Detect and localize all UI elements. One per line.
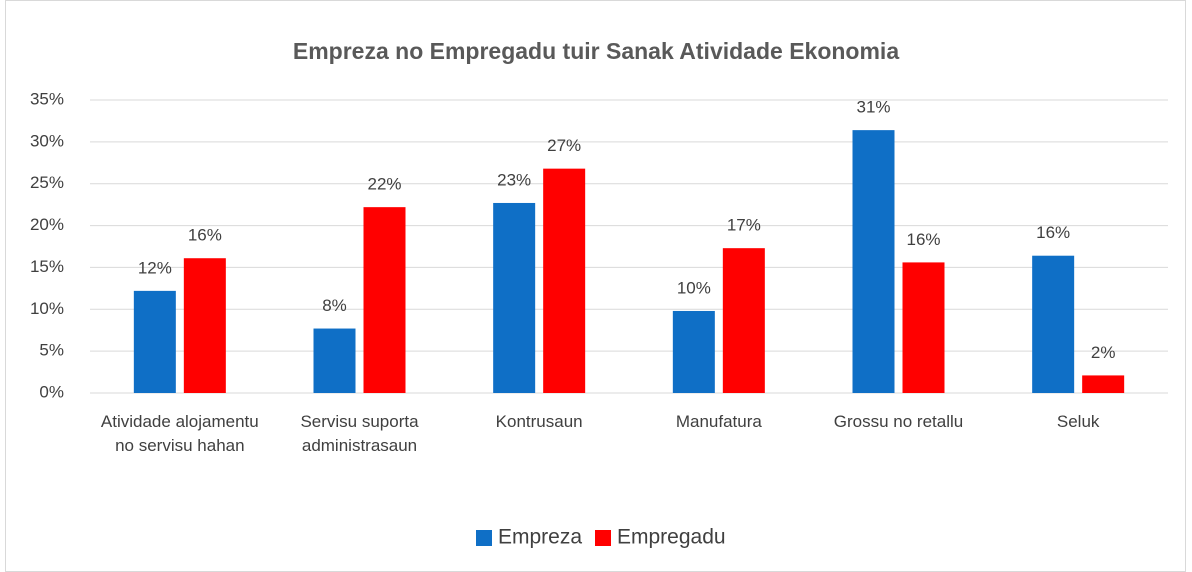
y-tick-label: 15% xyxy=(30,257,64,276)
data-label: 16% xyxy=(1036,223,1070,242)
x-tick-label: Kontrusaun xyxy=(495,412,583,431)
bar xyxy=(722,248,765,393)
y-tick-label: 20% xyxy=(30,215,64,234)
data-label: 23% xyxy=(497,170,531,189)
data-label: 12% xyxy=(138,258,172,277)
bar xyxy=(183,258,226,393)
data-label: 27% xyxy=(547,136,581,155)
legend-swatch xyxy=(476,530,492,546)
legend-label: Empreza xyxy=(498,526,582,549)
y-tick-label: 30% xyxy=(30,131,64,150)
x-tick-label: Manufatura xyxy=(675,412,762,431)
legend-swatch xyxy=(595,530,611,546)
bar xyxy=(1082,375,1125,393)
y-tick-label: 35% xyxy=(30,89,64,108)
data-label: 17% xyxy=(727,216,761,235)
bar xyxy=(363,207,406,393)
bar xyxy=(313,328,356,393)
x-tick-label: Seluk xyxy=(1056,412,1100,431)
chart-border xyxy=(5,0,1186,572)
bar xyxy=(493,202,536,393)
data-label: 16% xyxy=(188,226,222,245)
data-label: 16% xyxy=(906,230,940,249)
data-label: 8% xyxy=(322,296,347,315)
bar xyxy=(543,168,586,393)
bar xyxy=(1032,255,1075,393)
y-tick-label: 25% xyxy=(30,173,64,192)
data-label: 31% xyxy=(856,98,890,117)
chart-title: Empreza no Empregadu tuir Sanak Atividad… xyxy=(293,38,899,64)
data-label: 2% xyxy=(1091,343,1116,362)
bar xyxy=(672,310,715,393)
y-tick-label: 5% xyxy=(39,341,64,360)
bar xyxy=(852,130,895,393)
data-label: 22% xyxy=(367,175,401,194)
x-tick-label: Atividade alojamentu no servisu hahan xyxy=(100,412,259,455)
bar xyxy=(133,290,176,393)
bar xyxy=(902,262,945,393)
y-tick-label: 10% xyxy=(30,299,64,318)
x-tick-label: Servisu suporta administrasaun xyxy=(300,412,419,455)
x-tick-label: Grossu no retallu xyxy=(833,412,964,431)
legend-label: Empregadu xyxy=(617,526,726,549)
data-label: 10% xyxy=(677,278,711,297)
y-tick-label: 0% xyxy=(39,382,64,401)
